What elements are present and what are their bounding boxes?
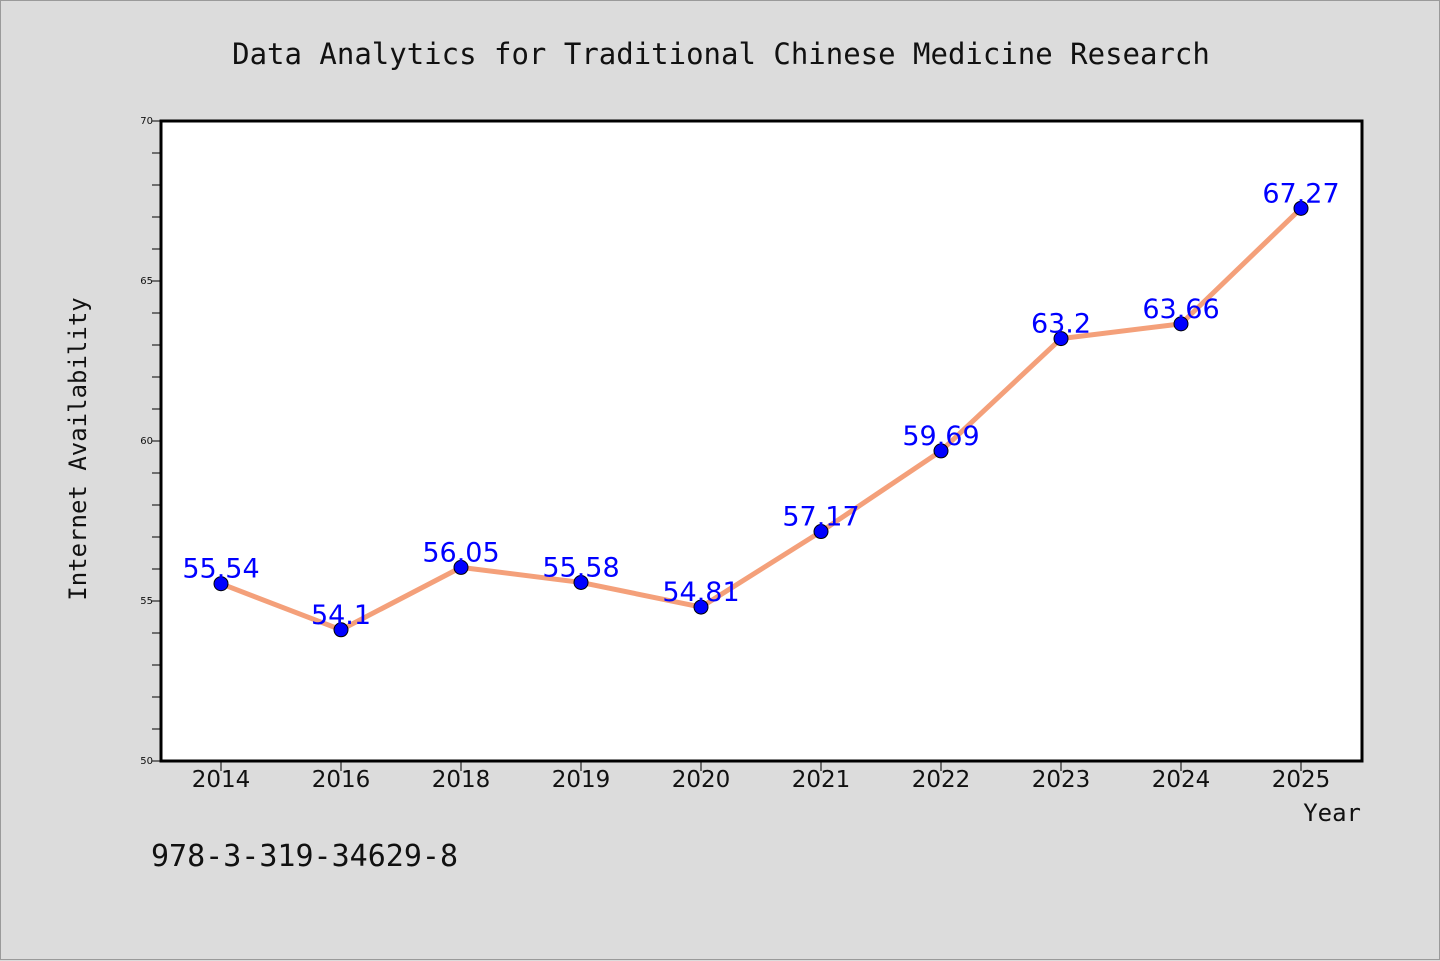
x-tick-label: 2022: [912, 767, 971, 793]
data-label: 63.2: [1031, 309, 1091, 340]
x-tick-label: 2023: [1032, 767, 1091, 793]
x-axis: 2014 2016 2018 2019 2020 2021 2022 2023 2024 2025: [192, 761, 1331, 793]
x-tick-label: 2014: [192, 767, 251, 793]
y-tick-label: 50: [140, 756, 153, 767]
y-axis: 50 55 60 65 70: [140, 116, 161, 767]
data-markers: [213, 200, 1309, 638]
data-point: [933, 443, 949, 459]
x-tick-label: 2019: [552, 767, 611, 793]
data-label: 59.69: [902, 421, 979, 452]
data-point: [813, 524, 829, 540]
data-point: [573, 574, 589, 590]
data-point: [453, 559, 469, 575]
isbn-text: 978-3-319-34629-8: [151, 839, 458, 874]
y-axis-label: Internet Availability: [64, 297, 92, 600]
data-label: 55.58: [542, 552, 619, 583]
x-tick-label: 2018: [432, 767, 491, 793]
data-label: 67.27: [1262, 178, 1339, 209]
x-tick-label: 2020: [672, 767, 731, 793]
data-point: [213, 576, 229, 592]
data-label: 55.54: [182, 554, 259, 585]
y-tick-label: 60: [140, 436, 153, 447]
y-tick-label: 55: [140, 596, 153, 607]
plot-area: [159, 119, 1364, 763]
data-point: [1293, 200, 1309, 216]
x-tick-label: 2016: [312, 767, 371, 793]
x-tick-label: 2021: [792, 767, 851, 793]
data-labels: 55.54 54.1 56.05 55.58 54.81 57.17 59.69 63.2 63…: [182, 178, 1339, 630]
data-label: 56.05: [422, 537, 499, 568]
series-line: [220, 206, 1303, 633]
data-point: [1053, 331, 1069, 347]
data-label: 54.1: [311, 600, 371, 631]
y-tick-label: 65: [140, 276, 153, 287]
x-tick-label: 2024: [1152, 767, 1211, 793]
data-label: 63.66: [1142, 294, 1219, 325]
data-label: 54.81: [662, 577, 739, 608]
data-label: 57.17: [782, 502, 859, 533]
data-point: [693, 599, 709, 615]
x-axis-label: Year: [1303, 799, 1361, 827]
x-tick-label: 2025: [1272, 767, 1331, 793]
y-tick-label: 70: [140, 116, 153, 127]
data-point: [1173, 316, 1189, 332]
chart-title: Data Analytics for Traditional Chinese M…: [232, 37, 1210, 71]
data-point: [333, 622, 349, 638]
